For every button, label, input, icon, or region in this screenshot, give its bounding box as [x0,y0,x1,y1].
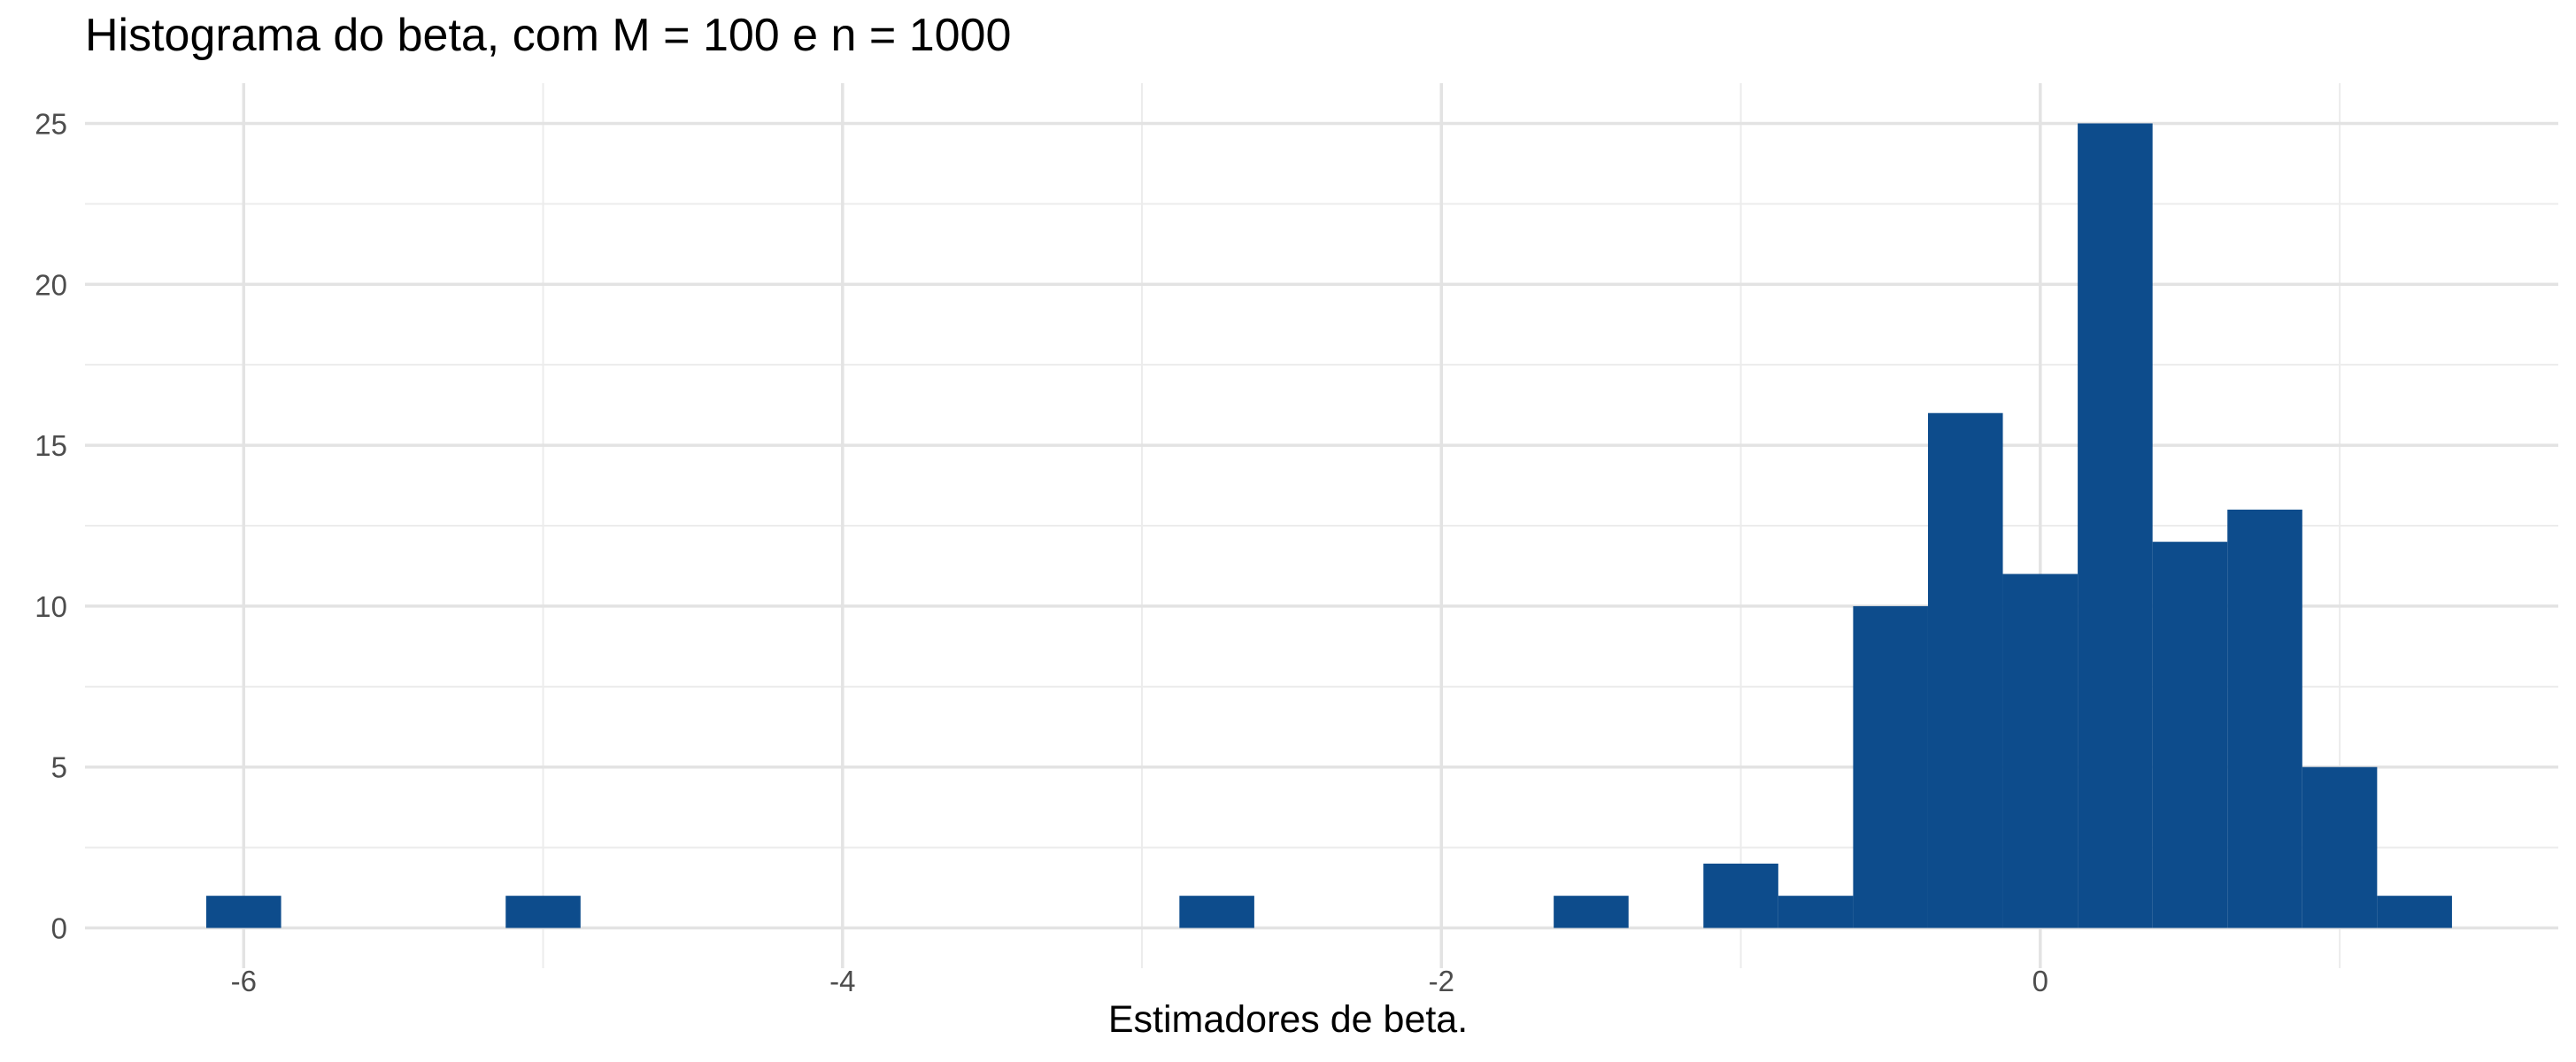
y-tick-label: 0 [51,912,67,945]
histogram-bar [505,896,581,928]
histogram-bar [2002,573,2079,928]
histogram-bar [1927,412,2003,928]
histogram-bar [2302,766,2378,928]
histogram-bar [2227,509,2302,928]
y-tick-label: 20 [35,268,67,301]
histogram-bar [2078,123,2153,928]
histogram-bar [1554,896,1629,928]
histogram-bar [1179,896,1254,928]
y-tick-label: 10 [35,590,67,623]
y-tick-label: 15 [35,429,67,462]
x-tick-label: -6 [231,965,257,997]
histogram-bar [2152,542,2228,928]
x-tick-label: -2 [1429,965,1454,997]
x-axis-label: Estimadores de beta. [1107,998,1469,1041]
x-tick-label: -4 [829,965,855,997]
histogram-bar [2377,896,2452,928]
histogram-bar [1853,605,1928,928]
histogram-bar [205,896,282,928]
histogram-bars [205,123,2452,928]
histogram-bar [1703,863,1778,928]
y-tick-label: 25 [35,107,67,140]
y-axis-tick-labels: 0 5 10 15 20 25 [35,107,67,944]
chart-title: Histograma do beta, com M = 100 e n = 10… [85,10,1012,61]
y-tick-label: 5 [51,751,67,784]
x-tick-label: 0 [2032,965,2048,997]
histogram-bar [1778,896,1854,928]
x-axis-tick-labels: -6 -4 -2 0 [231,965,2048,997]
